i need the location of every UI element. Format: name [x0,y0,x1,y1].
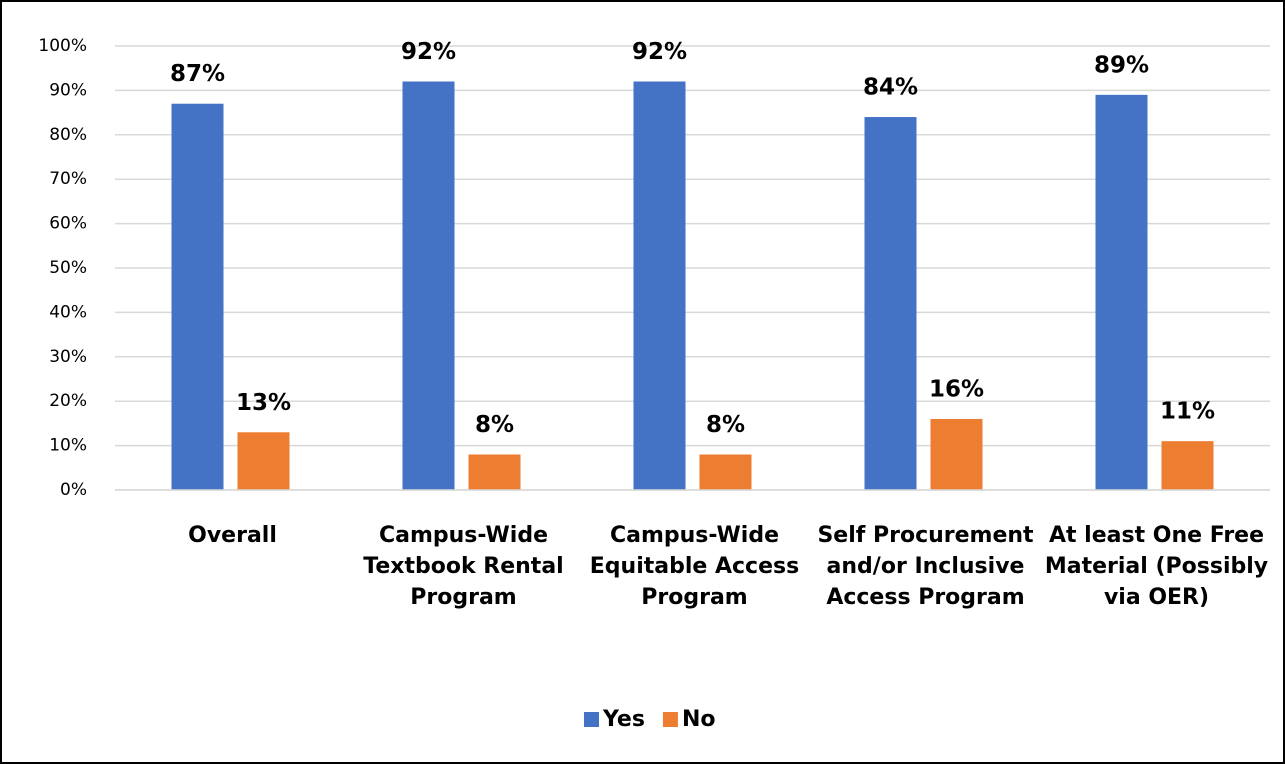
x-tick-label: Campus-Wide Textbook Rental Program [363,523,564,610]
value-label: 16% [929,376,984,402]
value-label: 92% [632,39,687,65]
legend-label: No [682,707,716,732]
y-tick-label: 20% [49,391,87,411]
y-tick-label: 80% [49,125,87,145]
bar [699,454,752,490]
bar [402,81,455,491]
bar [633,81,686,491]
x-tick-label: At least One Free Material (Possibly via… [1044,523,1269,610]
x-tick-label: Self Procurement and/or Inclusive Access… [817,523,1034,610]
value-label: 92% [401,39,456,65]
bar [468,454,521,490]
bar [237,432,290,490]
legend-swatch [662,712,678,727]
y-tick-label: 30% [49,347,87,367]
y-tick-label: 40% [49,302,87,322]
value-label: 13% [236,390,291,416]
legend-swatch [584,712,599,727]
y-tick-label: 60% [49,214,87,234]
bar [1095,94,1148,490]
value-label: 84% [863,75,918,101]
y-tick-label: 70% [49,169,87,189]
bar [864,117,917,490]
y-tick-label: 0% [60,480,87,500]
bar [930,418,983,490]
y-tick-label: 50% [49,258,87,278]
y-tick-label: 90% [49,80,87,100]
legend-label: Yes [602,707,645,732]
value-label: 8% [706,412,745,438]
value-label: 11% [1160,399,1215,425]
value-label: 8% [475,412,514,438]
y-tick-label: 10% [49,436,87,456]
bar [1161,441,1214,490]
x-tick-label: Campus-Wide Equitable Access Program [589,523,800,610]
bar [171,103,224,490]
x-tick-label: Overall [188,523,277,548]
y-tick-label: 100% [38,36,87,56]
value-label: 89% [1094,52,1149,78]
value-label: 87% [170,61,225,87]
